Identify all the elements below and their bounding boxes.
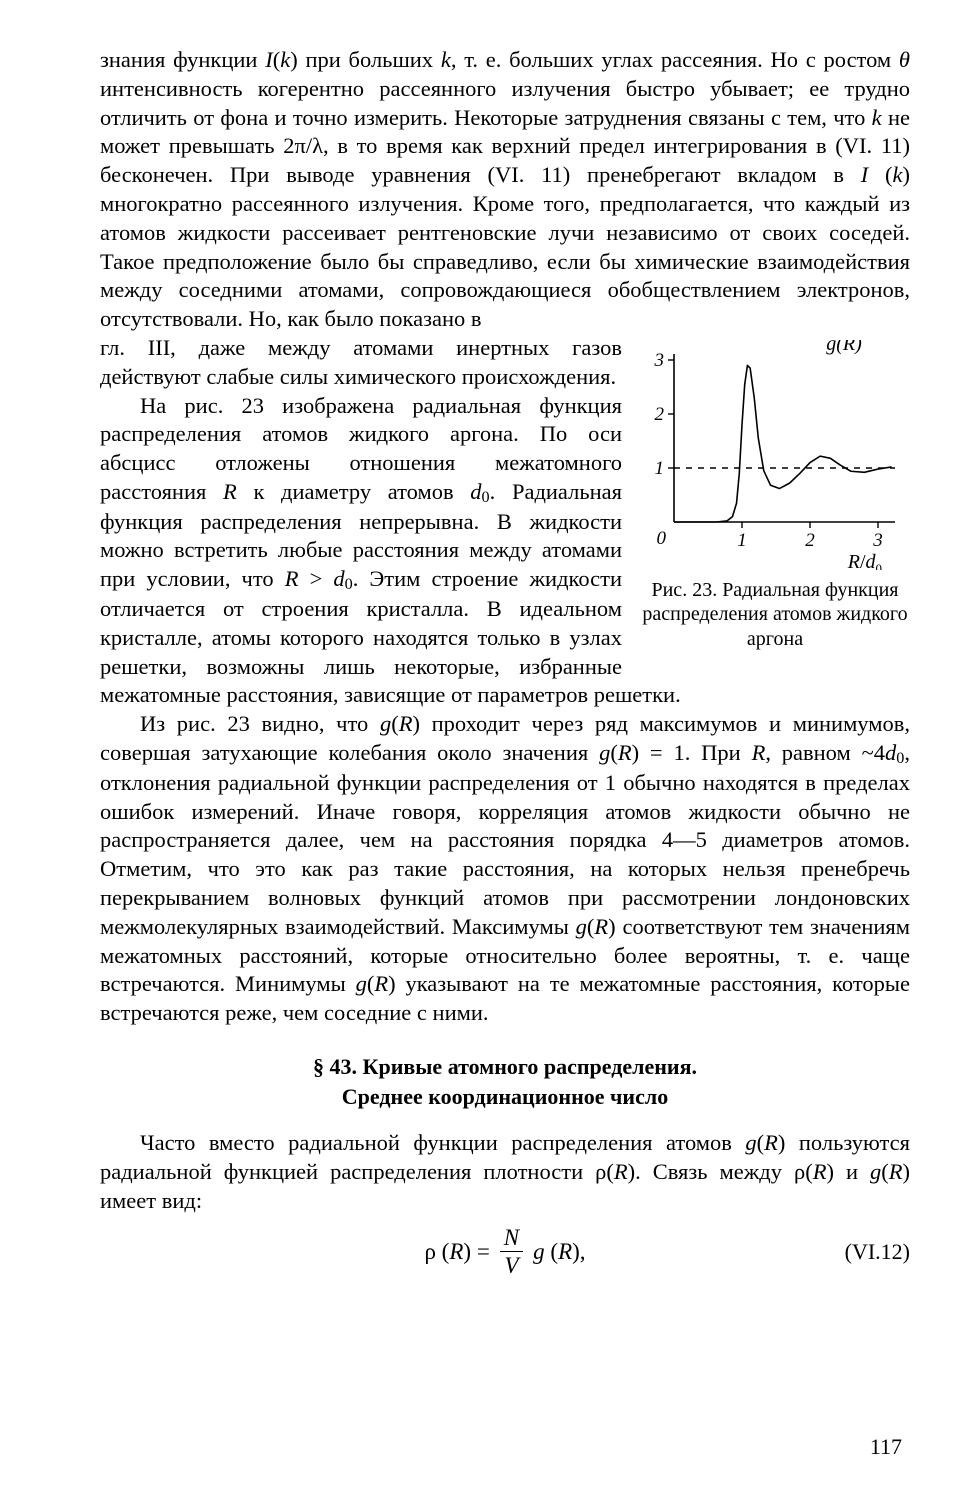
section-heading-line1: § 43. Кривые атомного распределения.: [100, 1052, 910, 1082]
paragraph-4: Часто вместо радиальной функции распреде…: [100, 1129, 910, 1215]
section-heading: § 43. Кривые атомного распределения. Сре…: [100, 1052, 910, 1111]
svg-text:3: 3: [872, 530, 883, 551]
svg-text:R/d0: R/d0: [847, 551, 882, 570]
figure-23: g(R) 1 2 3 1 2 3 0 R/d0 Рис. 23. Радиальная функ…: [640, 340, 910, 651]
svg-text:g(R): g(R): [826, 340, 862, 355]
eq-lhs: ρ (R) =: [424, 1239, 489, 1265]
figure-caption: Рис. 23. Радиальная функция распределени…: [640, 578, 910, 651]
eq-numerator: N: [500, 1226, 523, 1249]
eq-denominator: V: [500, 1254, 522, 1277]
svg-text:2: 2: [805, 530, 815, 551]
svg-text:0: 0: [657, 528, 667, 549]
paragraph-3: Из рис. 23 видно, что g(R) проходит чере…: [100, 710, 910, 1028]
svg-text:2: 2: [655, 404, 665, 425]
svg-text:3: 3: [654, 350, 665, 371]
section-heading-line2: Среднее координационное число: [100, 1082, 910, 1112]
eq-number: (VI.12): [845, 1239, 910, 1265]
paragraph-1: знания функции I(k) при больших k, т. е.…: [100, 46, 910, 334]
equation-vi-12: ρ (R) = N V g (R), (VI.12): [100, 1226, 910, 1278]
svg-text:1: 1: [737, 530, 747, 551]
page-number: 117: [870, 1434, 902, 1460]
eq-fraction: N V: [500, 1226, 523, 1277]
svg-text:1: 1: [655, 458, 665, 479]
eq-tail: g (R),: [533, 1239, 585, 1265]
rdf-chart: g(R) 1 2 3 1 2 3 0 R/d0: [640, 340, 910, 570]
